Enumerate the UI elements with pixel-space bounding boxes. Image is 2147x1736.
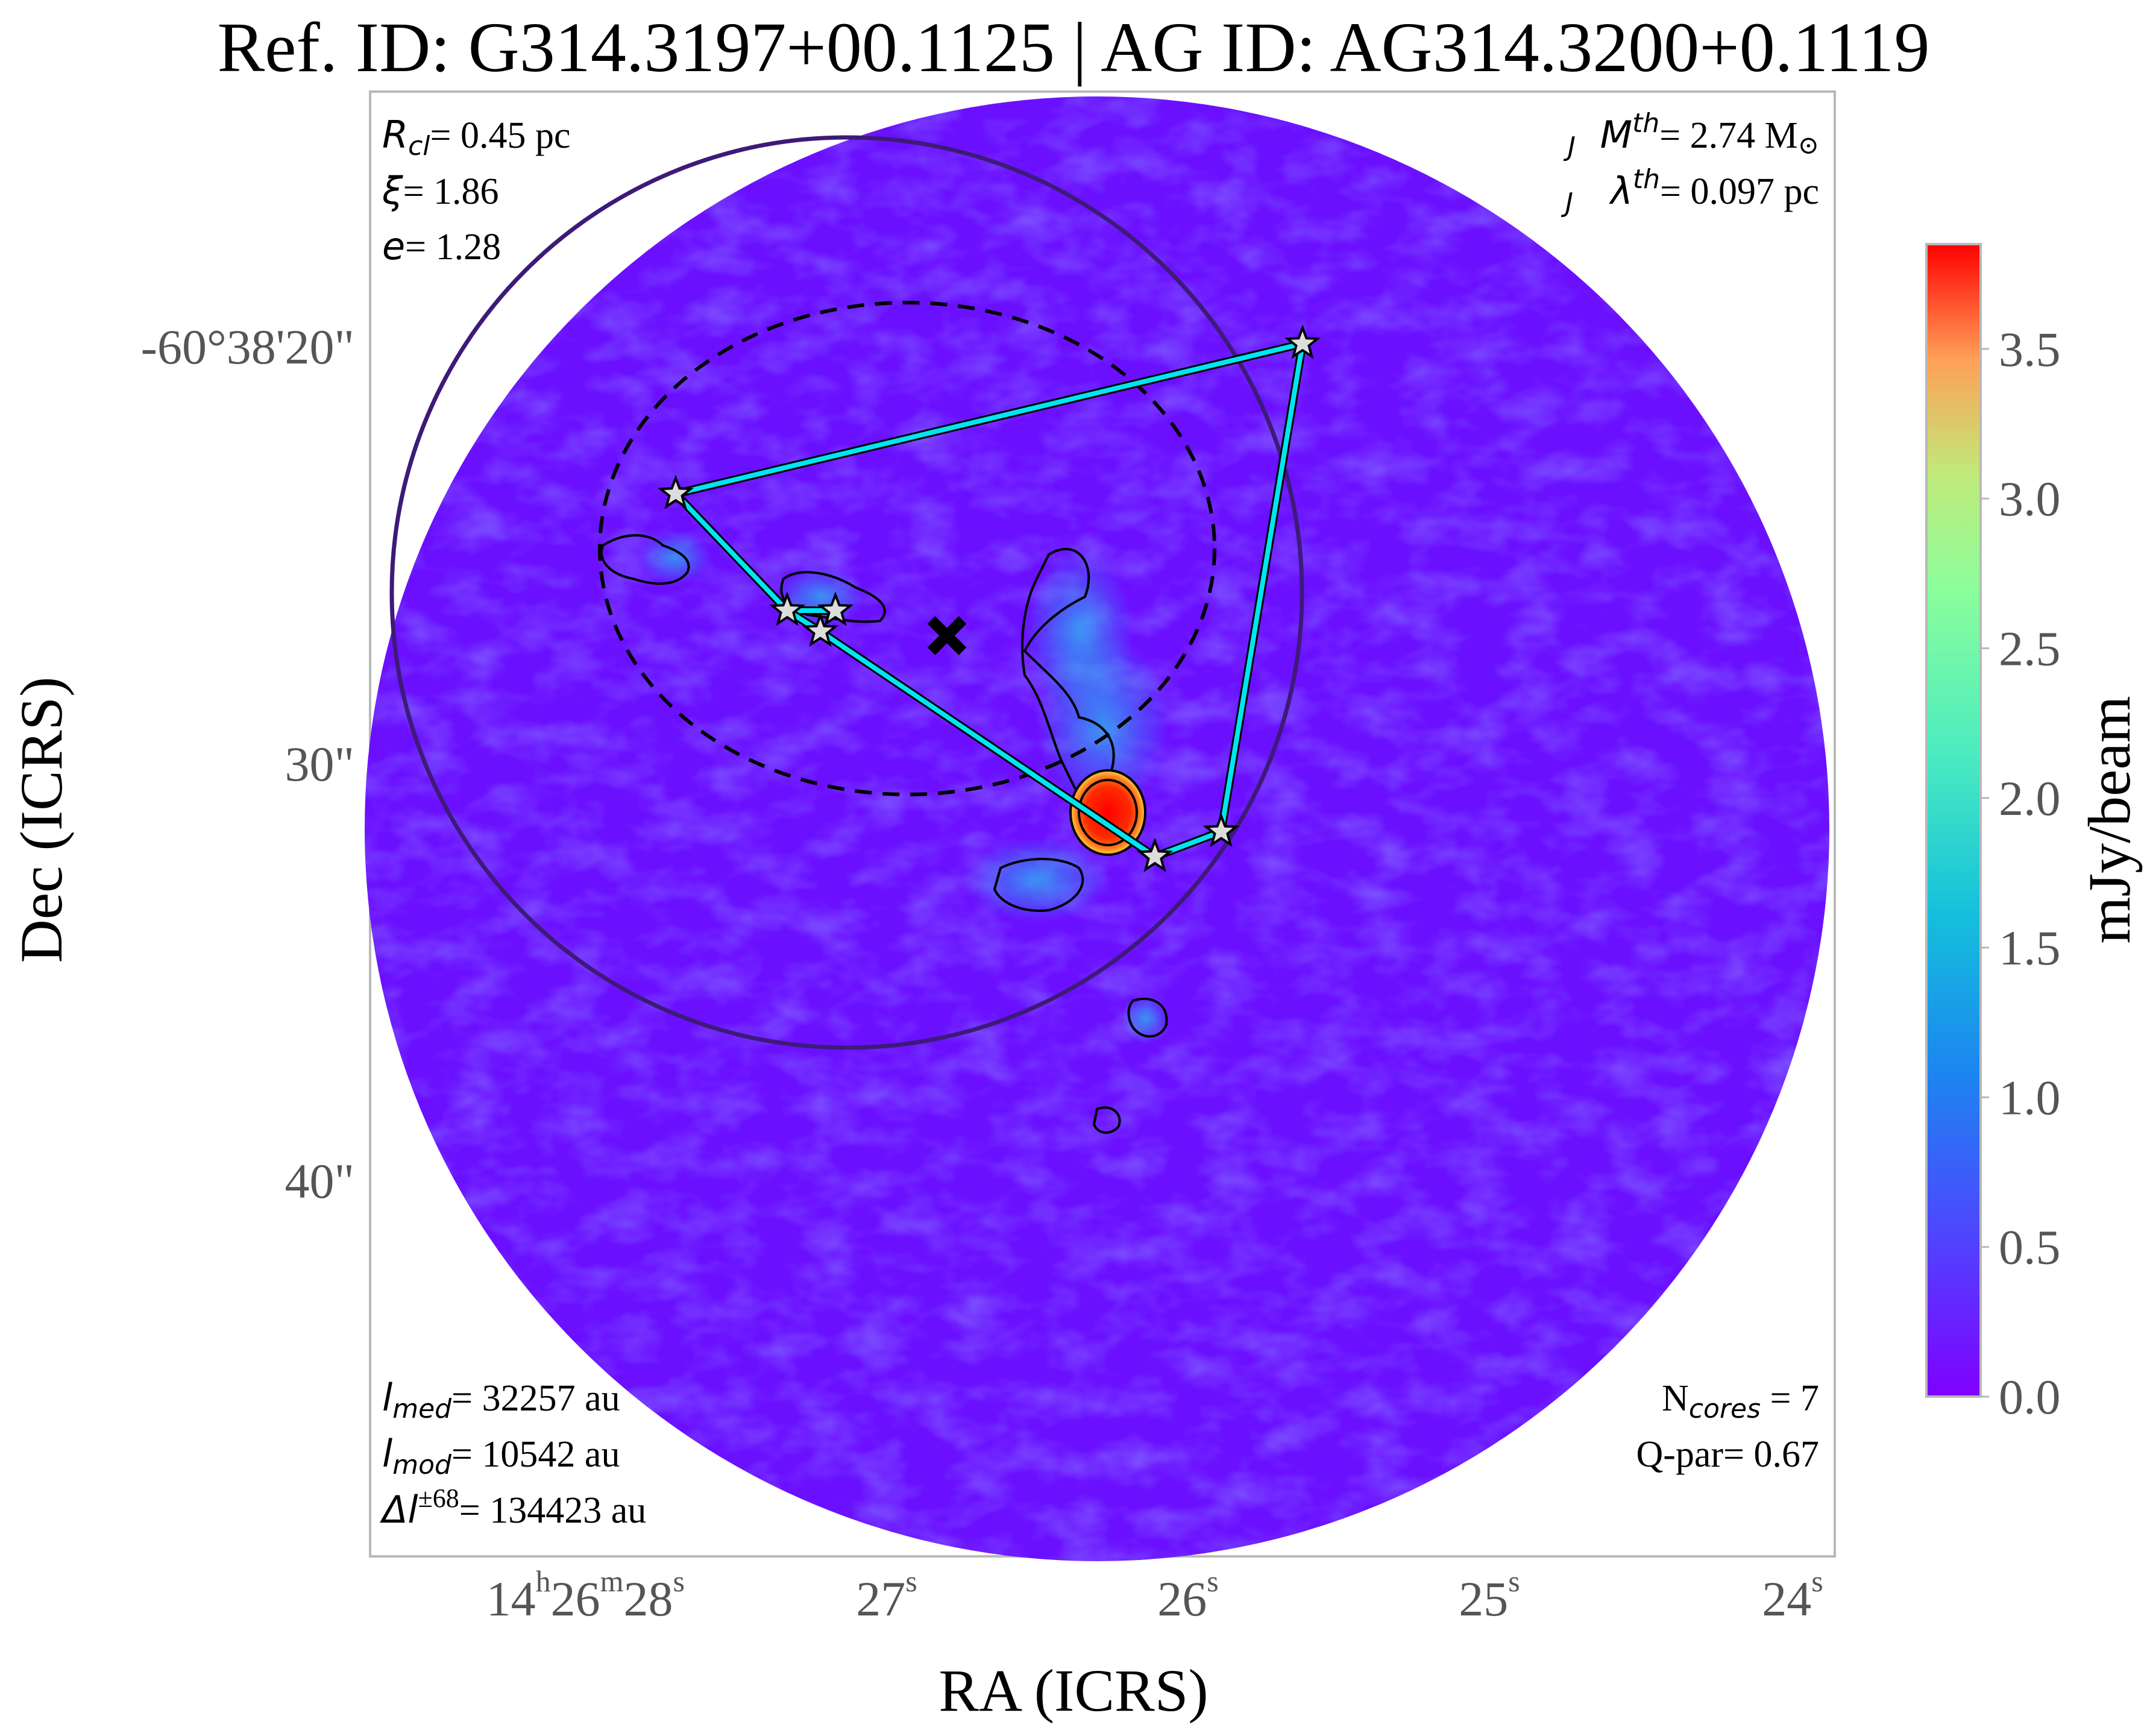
contour-lower-clump	[993, 858, 1084, 912]
center-x-marker	[927, 616, 967, 655]
core-star-marker	[1136, 837, 1174, 872]
annotations-top-left: Rcl= 0.45 pc ξ= 1.86 e= 1.28	[382, 113, 571, 268]
x-tick-label: 26s	[1157, 1564, 1218, 1626]
mst-edge	[818, 629, 1157, 860]
cluster-radius-circle	[389, 135, 1304, 1050]
core-star-marker	[657, 474, 694, 509]
x-tick-label: 27s	[856, 1564, 917, 1626]
emission-peak-contour-inner	[1078, 779, 1138, 846]
annotation-ncores: Ncores = 7	[1662, 1378, 1819, 1424]
colorbar-tick-label: 1.5	[1999, 920, 2061, 975]
core-star-marker	[769, 591, 806, 626]
colorbar-tick-label: 2.5	[1999, 621, 2061, 676]
y-tick-label: 30"	[285, 737, 354, 791]
emission-lower-clump	[964, 838, 1109, 922]
y-tick-label: 40"	[285, 1154, 354, 1209]
colorbar-tick-label: 0.5	[1999, 1220, 2061, 1275]
x-tick-label: 14h26m28s	[486, 1564, 685, 1626]
core-star-marker	[802, 612, 839, 647]
mst-edge	[1219, 341, 1305, 834]
annotation-jeans-length: λth= 0.097 pc	[1609, 164, 1819, 213]
annotation-lmod: lmod= 10542 au	[382, 1432, 620, 1480]
annotation-lmed: lmed= 32257 au	[382, 1376, 620, 1424]
core-star-marker	[817, 591, 854, 626]
colorbar-tick-label: 3.0	[1999, 471, 2061, 526]
colorbar-tick-label: 0.0	[1999, 1370, 2061, 1424]
colorbar: 0.0 0.5 1.0 1.5 2.0 2.5 3.0 3.5 mJy/beam	[1925, 243, 2143, 1424]
emission-left-clump	[639, 530, 711, 585]
annotations-bottom-right: Ncores = 7 Q-par= 0.67	[1636, 1378, 1819, 1475]
chart-title: Ref. ID: G314.3197+00.1125 | AG ID: AG31…	[217, 8, 1929, 87]
y-tick-labels: -60°38'20" 30" 40"	[141, 319, 354, 1209]
colorbar-tick-label: 3.5	[1999, 322, 2061, 377]
cluster-center-marker	[927, 616, 967, 655]
intensity-map	[365, 96, 1829, 1561]
contour-south-clump	[1127, 997, 1168, 1038]
annotation-xi: ξ= 1.86	[382, 169, 499, 213]
x-tick-label: 25s	[1459, 1564, 1520, 1626]
y-tick-label: -60°38'20"	[141, 319, 354, 374]
emission-filament-middle	[1037, 633, 1169, 814]
plot-area: Rcl= 0.45 pc ξ= 1.86 e= 1.28 Mth= 2.74 M…	[365, 90, 1836, 1561]
contour-left-clump	[600, 534, 690, 585]
annotations-bottom-left: lmed= 32257 au lmod= 10542 au Δl±68= 134…	[380, 1376, 646, 1532]
core-star-marker	[1284, 324, 1321, 359]
x-tick-label: 24s	[1762, 1564, 1823, 1626]
mst-edge	[673, 341, 1305, 497]
annotation-rcl: Rcl= 0.45 pc	[382, 113, 571, 162]
colorbar-tick-label: 1.0	[1999, 1070, 2061, 1125]
colorbar-tick-label: 2.0	[1999, 771, 2061, 826]
colorbar-ticks: 0.0 0.5 1.0 1.5 2.0 2.5 3.0 3.5	[1981, 322, 2061, 1424]
annotation-jeans-mass: Mth= 2.74 M⊙	[1600, 108, 1819, 160]
x-axis-label: RA (ICRS)	[938, 1657, 1208, 1724]
y-axis-label: Dec (ICRS)	[8, 677, 75, 963]
contour-small-blob	[1092, 1106, 1121, 1134]
colorbar-label: mJy/beam	[2076, 696, 2143, 943]
mst-edge	[673, 491, 790, 613]
cluster-ellipse-dashed	[598, 301, 1216, 796]
x-tick-labels: 14h26m28s 27s 26s 25s 24s	[486, 1564, 1823, 1626]
annotation-qpar: Q-par= 0.67	[1636, 1434, 1819, 1475]
cores	[657, 324, 1321, 872]
annotation-delta-l: Δl±68= 134423 au	[380, 1483, 646, 1532]
core-star-marker	[1202, 813, 1240, 848]
emission-south-clump	[1121, 995, 1169, 1043]
annotation-eccentricity: e= 1.28	[382, 224, 501, 268]
colorbar-gradient	[1925, 243, 1982, 1398]
